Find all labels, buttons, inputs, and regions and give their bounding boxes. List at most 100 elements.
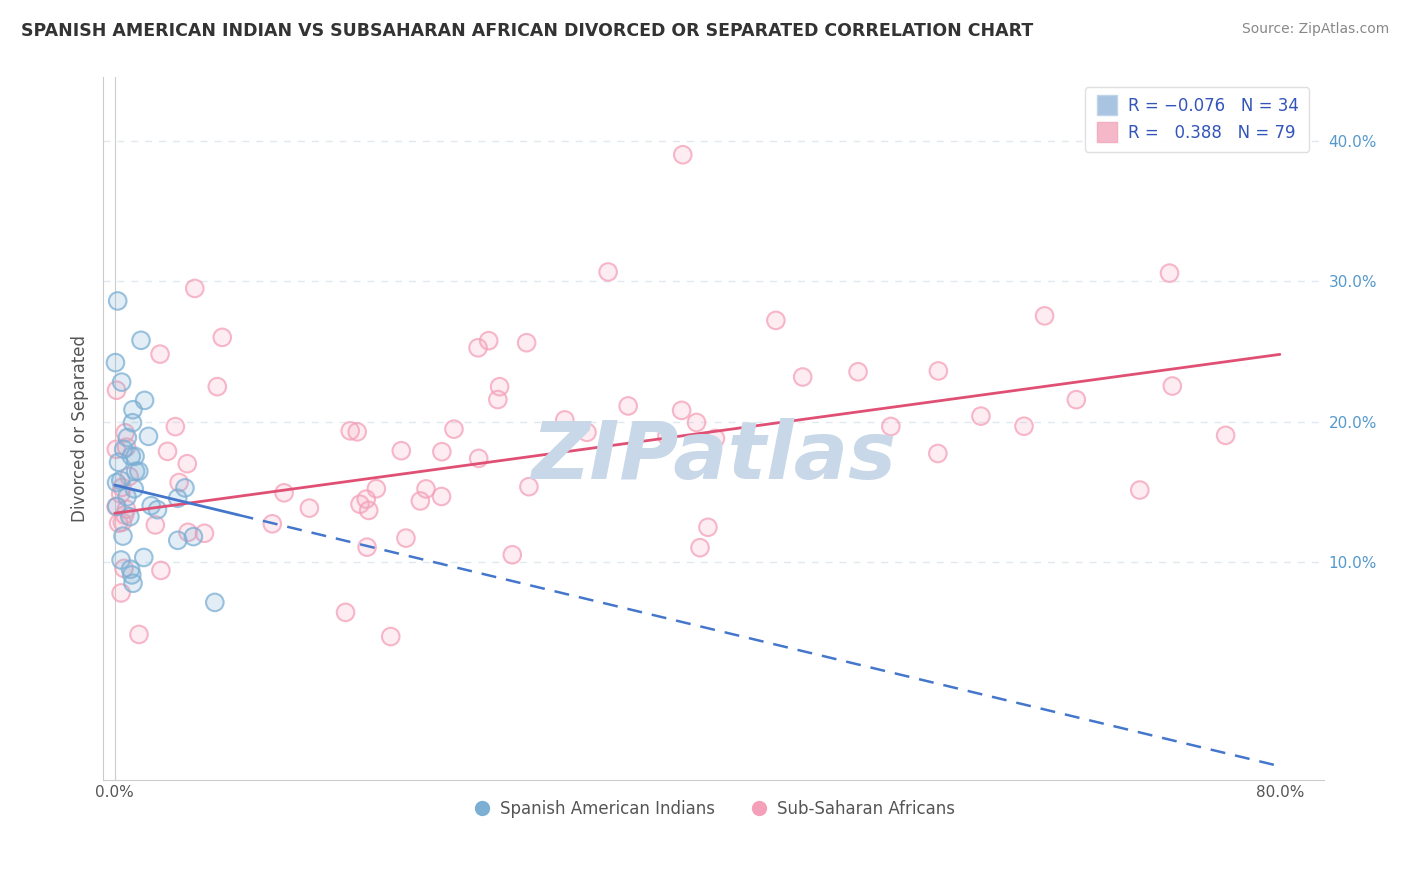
Point	[124, 450, 146, 464]
Point	[395, 531, 418, 545]
Point	[110, 474, 132, 488]
Point	[517, 480, 540, 494]
Point	[655, 429, 678, 443]
Point	[298, 501, 321, 516]
Point	[792, 370, 814, 384]
Point	[146, 502, 169, 516]
Point	[1012, 419, 1035, 434]
Point	[107, 516, 129, 531]
Point	[366, 482, 388, 496]
Point	[704, 432, 727, 446]
Point	[443, 422, 465, 436]
Point	[685, 416, 707, 430]
Point	[107, 455, 129, 469]
Point	[689, 541, 711, 555]
Point	[298, 501, 321, 516]
Point	[165, 419, 187, 434]
Point	[704, 432, 727, 446]
Point	[357, 503, 380, 517]
Point	[927, 446, 949, 460]
Point	[488, 380, 510, 394]
Point	[415, 482, 437, 496]
Point	[339, 424, 361, 438]
Point	[156, 444, 179, 458]
Point	[138, 429, 160, 443]
Point	[105, 475, 128, 490]
Point	[105, 475, 128, 490]
Point	[105, 500, 128, 514]
Point	[488, 380, 510, 394]
Point	[207, 379, 229, 393]
Point	[166, 533, 188, 548]
Point	[846, 365, 869, 379]
Point	[1159, 266, 1181, 280]
Point	[105, 442, 128, 457]
Point	[128, 464, 150, 478]
Text: Source: ZipAtlas.com: Source: ZipAtlas.com	[1241, 22, 1389, 37]
Point	[110, 553, 132, 567]
Point	[501, 548, 523, 562]
Point	[149, 564, 172, 578]
Point	[501, 548, 523, 562]
Point	[128, 627, 150, 641]
Point	[1129, 483, 1152, 497]
Point	[120, 449, 142, 463]
Point	[112, 561, 135, 575]
Point	[120, 562, 142, 576]
Point	[671, 403, 693, 417]
Point	[120, 449, 142, 463]
Point	[346, 425, 368, 439]
Point	[672, 147, 695, 161]
Point	[880, 419, 903, 434]
Point	[349, 497, 371, 511]
Point	[478, 334, 501, 348]
Point	[689, 541, 711, 555]
Point	[115, 440, 138, 454]
Point	[273, 485, 295, 500]
Point	[697, 520, 720, 534]
Point	[617, 399, 640, 413]
Point	[430, 490, 453, 504]
Point	[1066, 392, 1088, 407]
Point	[516, 335, 538, 350]
Point	[467, 341, 489, 355]
Point	[617, 399, 640, 413]
Point	[149, 347, 172, 361]
Point	[176, 457, 198, 471]
Point	[111, 375, 134, 389]
Point	[121, 416, 143, 430]
Point	[112, 442, 135, 457]
Point	[105, 383, 128, 397]
Point	[114, 508, 136, 522]
Point	[204, 595, 226, 609]
Point	[118, 469, 141, 483]
Point	[193, 526, 215, 541]
Point	[115, 490, 138, 504]
Text: SPANISH AMERICAN INDIAN VS SUBSAHARAN AFRICAN DIVORCED OR SEPARATED CORRELATION : SPANISH AMERICAN INDIAN VS SUBSAHARAN AF…	[21, 22, 1033, 40]
Point	[486, 392, 509, 407]
Point	[134, 393, 156, 408]
Point	[128, 464, 150, 478]
Point	[516, 335, 538, 350]
Point	[183, 530, 205, 544]
Point	[380, 630, 402, 644]
Point	[104, 356, 127, 370]
Point	[112, 561, 135, 575]
Point	[177, 525, 200, 540]
Point	[211, 330, 233, 344]
Point	[124, 464, 146, 478]
Point	[120, 562, 142, 576]
Point	[880, 419, 903, 434]
Point	[927, 364, 949, 378]
Point	[380, 630, 402, 644]
Point	[409, 494, 432, 508]
Point	[262, 516, 284, 531]
Point	[354, 492, 377, 507]
Text: ZIPatlas: ZIPatlas	[531, 418, 896, 496]
Point	[927, 446, 949, 460]
Point	[129, 334, 152, 348]
Point	[193, 526, 215, 541]
Point	[122, 576, 145, 591]
Point	[554, 413, 576, 427]
Point	[262, 516, 284, 531]
